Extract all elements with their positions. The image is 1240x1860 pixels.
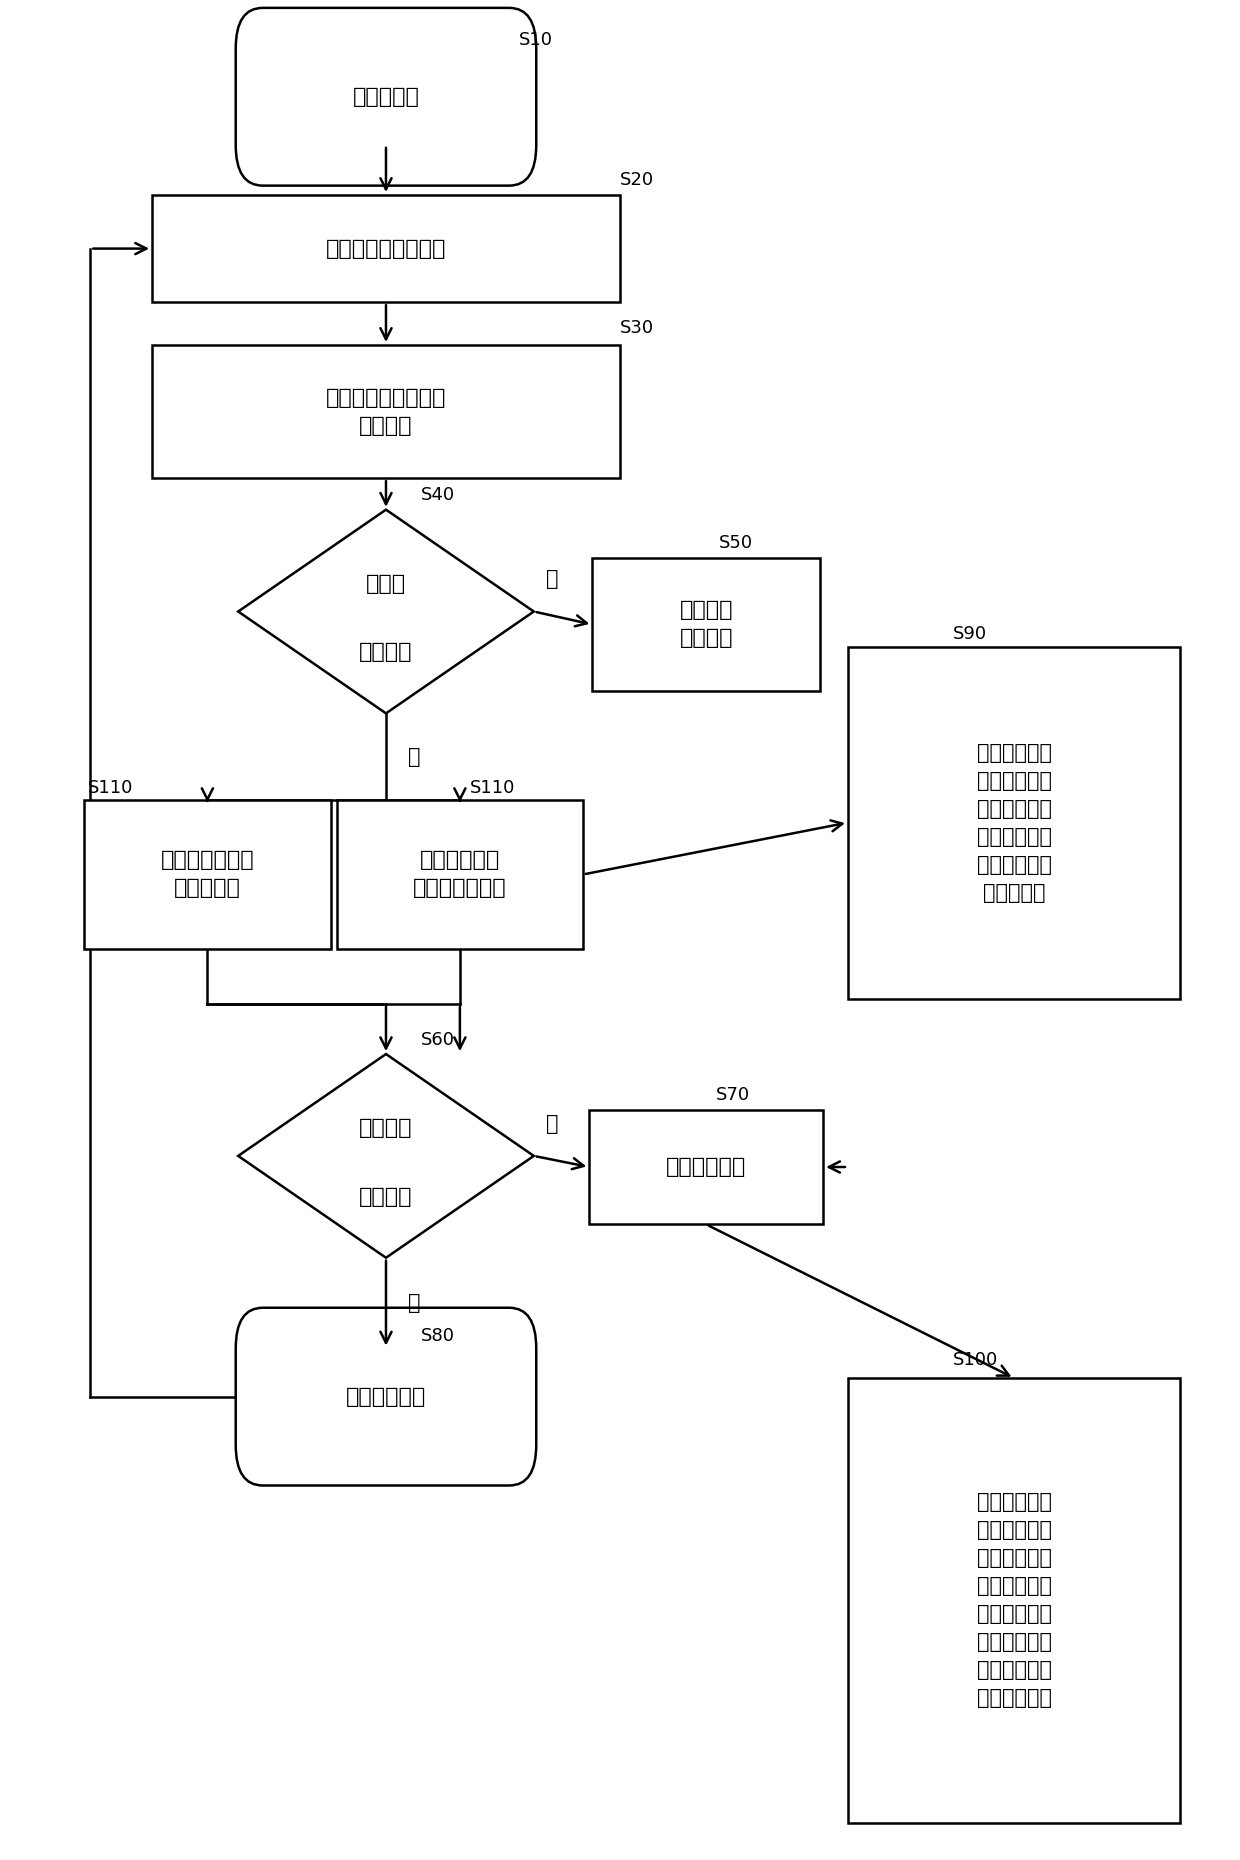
Text: 获取目标火焰的综合
燃烧质量: 获取目标火焰的综合 燃烧质量 (326, 387, 446, 435)
Text: 是: 是 (408, 748, 420, 766)
Text: 燃烧器: 燃烧器 (366, 573, 405, 593)
Text: 是否需要: 是否需要 (360, 1118, 413, 1138)
Bar (153, 344, 620, 478)
FancyBboxPatch shape (236, 1308, 536, 1486)
Bar (84, 800, 331, 949)
Text: S110: S110 (88, 779, 133, 796)
Text: 对目标火焰进行采集: 对目标火焰进行采集 (326, 238, 446, 259)
Text: S40: S40 (420, 485, 455, 504)
Text: 数据处理中心
利用人工智能
算法进行综合
处理后，将处
理结果告知燃
烧调整人员: 数据处理中心 利用人工智能 算法进行综合 处理后，将处 理结果告知燃 烧调整人员 (977, 742, 1052, 902)
Text: S50: S50 (718, 534, 753, 552)
Bar (589, 1110, 823, 1224)
Text: 控制中心
熄火保护: 控制中心 熄火保护 (680, 601, 733, 649)
Bar (337, 800, 583, 949)
Text: S80: S80 (420, 1326, 455, 1345)
FancyBboxPatch shape (236, 7, 536, 186)
Text: 优化燃烧: 优化燃烧 (360, 1187, 413, 1207)
Bar (153, 195, 620, 303)
Text: S20: S20 (620, 171, 655, 190)
Text: S10: S10 (520, 30, 553, 48)
Text: 调整燃烧策略: 调整燃烧策略 (666, 1157, 746, 1177)
Text: S100: S100 (952, 1350, 998, 1369)
Bar (848, 647, 1180, 999)
Text: 是否着火: 是否着火 (360, 642, 413, 662)
Text: S30: S30 (620, 320, 655, 337)
Text: S60: S60 (420, 1030, 455, 1049)
Text: 是: 是 (408, 1293, 420, 1313)
Text: 基于火焰温度场
的火焰质量: 基于火焰温度场 的火焰质量 (160, 850, 254, 898)
Text: 设备初始化: 设备初始化 (352, 87, 419, 106)
Text: S90: S90 (952, 625, 987, 644)
Text: S70: S70 (715, 1086, 750, 1105)
Polygon shape (238, 510, 533, 714)
Polygon shape (238, 1055, 533, 1257)
Bar (848, 1378, 1180, 1823)
Text: 基于火焰闪烁
频率的火焰质量: 基于火焰闪烁 频率的火焰质量 (413, 850, 507, 898)
Text: S110: S110 (470, 779, 515, 796)
Text: 输出火焰状态: 输出火焰状态 (346, 1386, 427, 1406)
Text: 数据处理中心
将燃烧器的特
征数据传送至
云端，所述云
端对数据进行
离线分析，将
处理结果告知
燃烧调整人员: 数据处理中心 将燃烧器的特 征数据传送至 云端，所述云 端对数据进行 离线分析，… (977, 1492, 1052, 1707)
Text: 否: 否 (546, 1114, 558, 1135)
Text: 否: 否 (546, 569, 558, 590)
Bar (593, 558, 820, 692)
